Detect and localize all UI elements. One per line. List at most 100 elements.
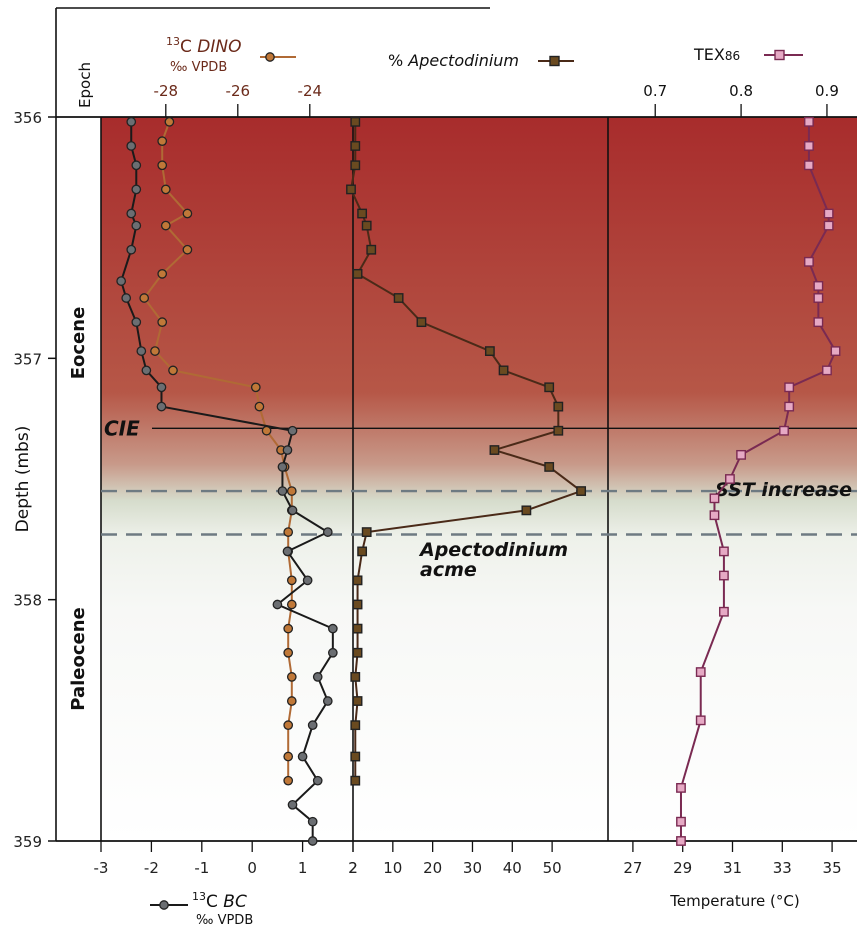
epoch-label-paleocene: Paleocene — [68, 607, 89, 711]
bc-point — [136, 346, 147, 356]
bc-point — [287, 799, 298, 810]
apectodinium-point — [544, 462, 555, 472]
apectodinium-point — [576, 486, 587, 496]
bc-point — [287, 425, 298, 436]
tex86-point — [695, 715, 706, 726]
dino-point — [283, 720, 294, 731]
bc-point — [141, 365, 152, 376]
apectodinium-point — [357, 546, 368, 557]
apect-bottom-tick-label: 20 — [423, 859, 442, 877]
bc-point — [272, 599, 283, 610]
legend-apectodinium-name: % Apectodinium — [388, 51, 519, 70]
dino-point — [168, 365, 178, 376]
bc-bottom-tick-label: 1 — [298, 859, 308, 877]
apectodinium-point — [416, 317, 427, 328]
legend-dino-unit: ‰ VPDB — [170, 60, 227, 75]
bc-point — [307, 836, 318, 846]
tex86-point — [804, 141, 814, 151]
dino-top-tick-label: -26 — [226, 82, 251, 100]
dino-point — [283, 527, 294, 537]
apectodinium-point — [350, 720, 361, 731]
dino-point — [160, 184, 171, 195]
bc-point — [131, 160, 142, 171]
apectodinium-point — [350, 751, 361, 762]
tex86-point — [779, 425, 789, 436]
tex86-point — [736, 449, 746, 460]
apectodinium-point — [361, 527, 372, 537]
tex86-point — [823, 220, 834, 231]
apectodinium-point — [352, 575, 363, 586]
bc-point — [131, 220, 142, 231]
dino-point — [164, 116, 175, 127]
tex86-line — [679, 121, 837, 841]
dino-top-tick-label: -28 — [154, 82, 179, 100]
legend-bc-name: 13C BC — [192, 890, 247, 912]
bc-point — [322, 696, 333, 706]
dino-point — [283, 623, 294, 634]
bc-point — [156, 382, 167, 393]
bc-point — [287, 505, 298, 516]
apectodinium-point — [346, 184, 356, 195]
tex86-point — [804, 256, 814, 267]
bc-point — [282, 445, 293, 455]
temp-bottom-tick-label: 35 — [823, 859, 842, 877]
apectodinium-point — [489, 445, 500, 455]
legend-tex86: TEX86 — [693, 45, 803, 64]
dino-point — [286, 599, 297, 610]
tex86-point — [709, 493, 720, 504]
tex-top-tick-label: 0.8 — [729, 82, 753, 100]
temperature-axis-label: Temperature (°C) — [669, 892, 799, 910]
depth-tick-label: 357 — [13, 350, 42, 368]
tex86-point — [804, 116, 814, 127]
bc-point — [126, 244, 137, 255]
apect-bottom-tick-label: 10 — [383, 859, 402, 877]
depth-axis-label: Depth (mbs) — [13, 426, 33, 533]
series-layer — [116, 116, 841, 846]
bottom-axes: -3 -2 -1 0 1 22 10 20 30 40 50 27 29 31 33 35Temperatur… — [94, 841, 842, 910]
tex-top-tick-label: 0.7 — [643, 82, 667, 100]
bc-bottom-tick-label: 2 — [348, 859, 358, 877]
apectodinium-point — [352, 696, 363, 706]
apectodinium-point — [352, 647, 363, 658]
epoch-header: Epoch — [76, 62, 94, 108]
temp-bottom-tick-label: 27 — [623, 859, 642, 877]
tex86-point — [784, 401, 795, 412]
apectodinium-point — [350, 775, 361, 786]
acme-label-line2: acme — [420, 559, 477, 581]
bc-point — [297, 751, 308, 762]
depth-tick-label: 359 — [13, 833, 42, 851]
dino-point — [283, 751, 294, 762]
tex86-point — [830, 346, 841, 356]
dino-point — [182, 208, 193, 219]
apectodinium-point — [521, 505, 532, 516]
bc-point — [126, 208, 137, 219]
apectodinium-point — [350, 141, 361, 151]
tex86-point — [676, 783, 686, 793]
bc-point — [131, 184, 142, 195]
apectodinium-point — [350, 671, 361, 682]
bc-point — [277, 486, 288, 496]
dino-point — [139, 293, 150, 303]
legend-apectodinium: % Apectodinium — [388, 51, 574, 70]
apect-bottom-tick-label: 30 — [463, 859, 482, 877]
bc-bottom-tick-label: 0 — [247, 859, 257, 877]
dino-point — [283, 775, 294, 786]
bc-point — [156, 401, 167, 412]
apectodinium-point — [352, 268, 363, 279]
bc-bottom-tick-label: -1 — [194, 859, 209, 877]
tex86-point — [695, 667, 706, 677]
apect-bottom-tick-label: 50 — [543, 859, 562, 877]
dino-point — [157, 317, 168, 327]
dino-point — [286, 672, 297, 682]
tex86-point — [709, 510, 720, 521]
bc-point — [327, 623, 338, 634]
top-axes: -28 -26 -24 0.7 0.8 0.9 — [154, 82, 839, 117]
bc-point — [312, 775, 323, 786]
apectodinium-point — [366, 244, 377, 255]
bc-point — [307, 720, 318, 731]
apectodinium-point — [361, 220, 372, 231]
dino-point — [157, 269, 168, 279]
bc-point — [126, 141, 137, 151]
tex86-point — [823, 208, 834, 219]
